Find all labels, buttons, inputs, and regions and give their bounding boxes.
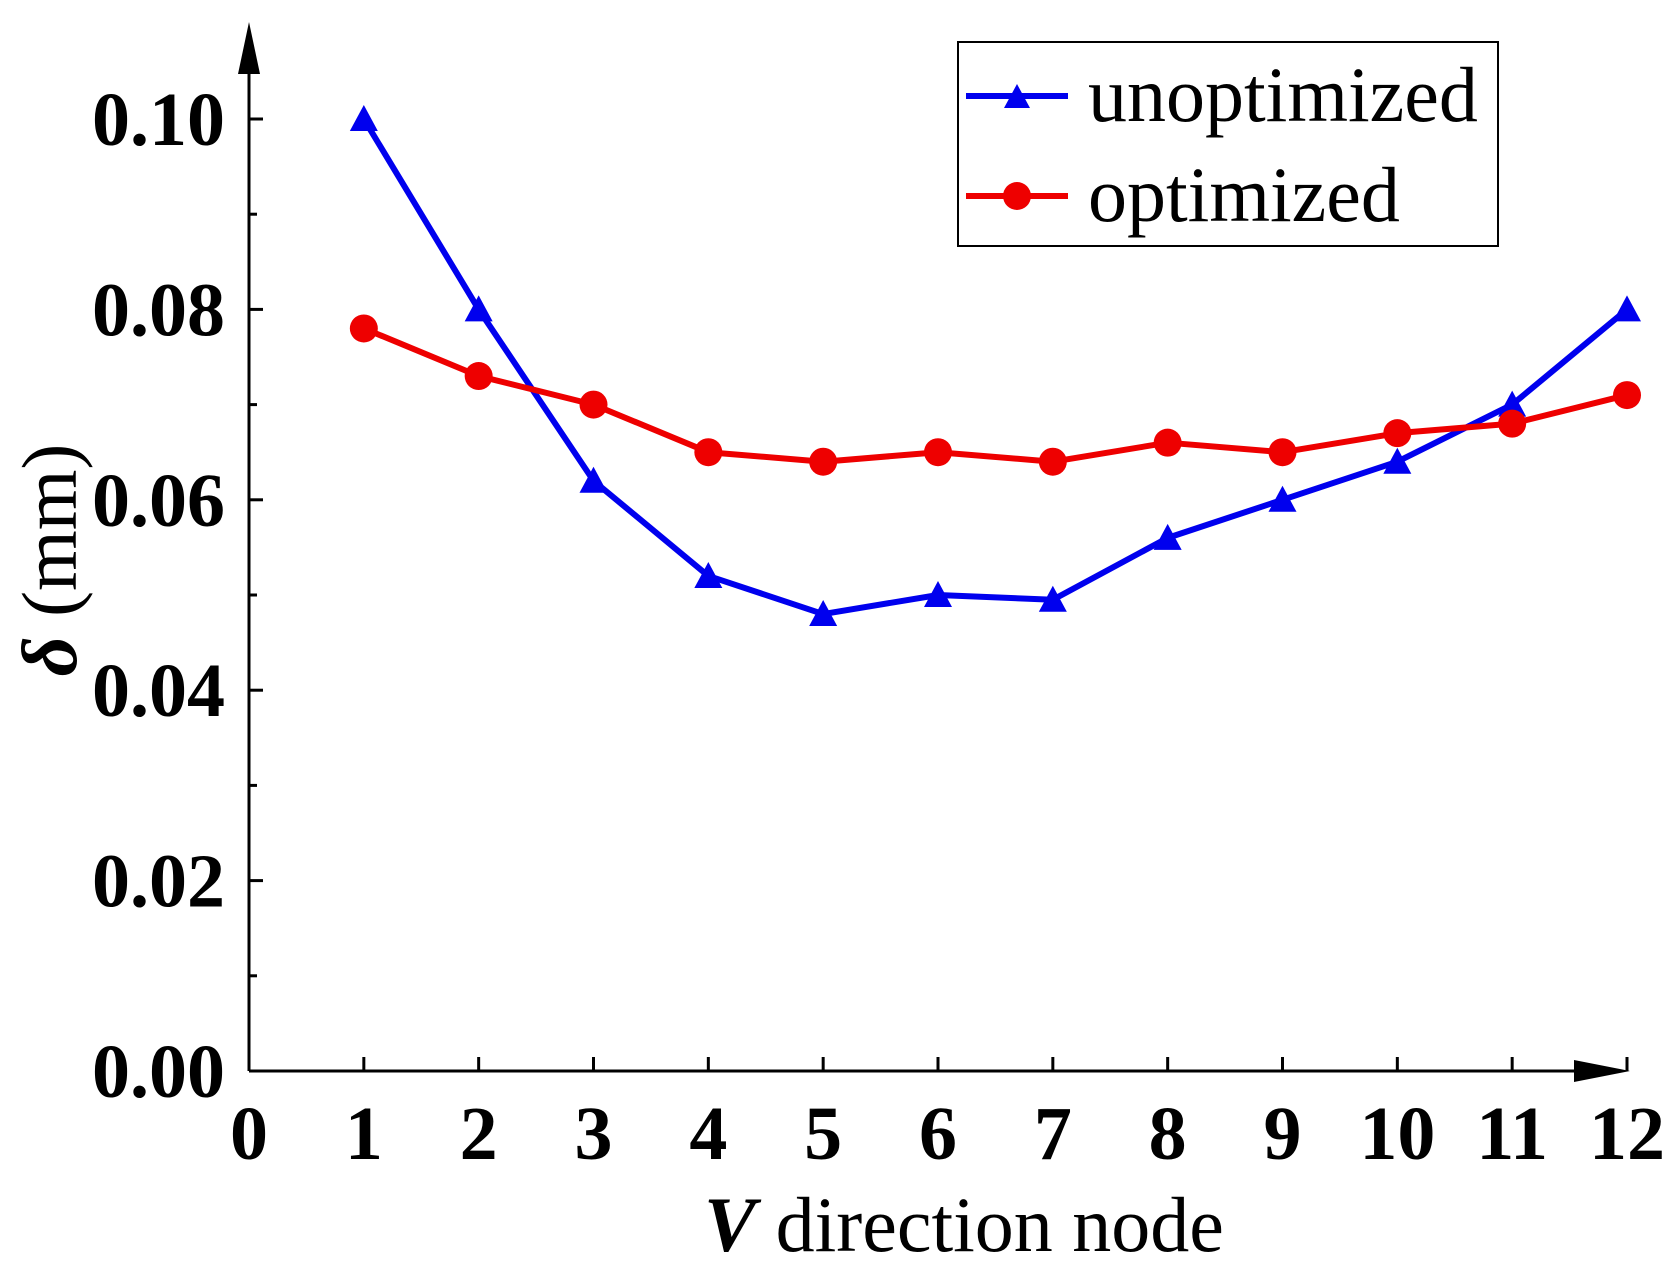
- y-tick-label: 0.08: [92, 268, 225, 352]
- x-tick-label: 0: [230, 1092, 268, 1176]
- data-point-triangle: [1038, 585, 1067, 612]
- legend-marker-circle: [1003, 182, 1031, 210]
- x-axis-title-symbol: V: [704, 1181, 762, 1268]
- series-unoptimized: [349, 105, 1641, 627]
- y-axis-title-symbol: δ: [6, 636, 93, 676]
- data-point-circle: [1383, 419, 1412, 448]
- series-optimized: [349, 314, 1641, 476]
- data-point-circle: [464, 362, 493, 391]
- data-point-triangle: [1498, 390, 1527, 417]
- x-ticks: 0 1 2 3 4 5 6 7 8 9 10 11 12: [230, 1057, 1665, 1176]
- legend-label-unoptimized: unoptimized: [1088, 51, 1478, 138]
- data-point-circle: [1268, 438, 1297, 467]
- x-tick-label: 5: [804, 1092, 842, 1176]
- x-tick-label: 9: [1264, 1092, 1302, 1176]
- x-tick-label: 8: [1149, 1092, 1187, 1176]
- data-point-circle: [579, 390, 608, 419]
- y-tick-label: 0.10: [92, 78, 225, 162]
- x-tick-label: 11: [1476, 1092, 1548, 1176]
- y-axis-title: δ (mm): [6, 444, 93, 677]
- data-point-triangle: [1613, 295, 1641, 322]
- data-series: [349, 105, 1641, 627]
- y-tick-label: 0.00: [92, 1030, 225, 1114]
- data-point-triangle: [809, 600, 838, 627]
- x-tick-label: 6: [919, 1092, 957, 1176]
- x-axis-title: V direction node: [704, 1181, 1224, 1268]
- x-axis-arrowhead: [1574, 1060, 1630, 1082]
- y-tick-label: 0.02: [92, 840, 225, 924]
- legend-label-optimized: optimized: [1088, 151, 1400, 238]
- legend: unoptimized optimized: [957, 41, 1499, 247]
- x-tick-label: 4: [689, 1092, 727, 1176]
- x-tick-label: 7: [1034, 1092, 1072, 1176]
- y-tick-label: 0.04: [92, 649, 225, 733]
- series-line-unoptimized: [361, 117, 1629, 618]
- data-point-triangle: [1268, 485, 1297, 512]
- legend-entry-optimized: optimized: [966, 151, 1400, 238]
- x-tick-label: 12: [1589, 1092, 1665, 1176]
- data-point-triangle: [349, 105, 378, 131]
- data-point-circle: [694, 438, 723, 467]
- data-point-circle: [349, 314, 378, 343]
- data-point-circle: [1613, 381, 1641, 410]
- y-tick-label: 0.06: [92, 459, 225, 543]
- y-axis-arrowhead: [238, 22, 260, 74]
- data-point-circle: [1153, 428, 1182, 457]
- data-point-circle: [809, 447, 838, 476]
- data-point-circle: [924, 438, 952, 467]
- data-point-triangle: [1153, 523, 1182, 550]
- x-tick-label: 2: [460, 1092, 498, 1176]
- data-point-triangle: [924, 581, 952, 607]
- legend-box: [957, 41, 1499, 247]
- x-tick-label: 1: [345, 1092, 383, 1176]
- legend-entry-unoptimized: unoptimized: [966, 51, 1478, 138]
- x-axis-title-text: direction node: [756, 1181, 1224, 1268]
- legend-marker-triangle: [1004, 84, 1030, 108]
- x-tick-label: 10: [1359, 1092, 1435, 1176]
- data-point-circle: [1498, 409, 1527, 438]
- y-ticks: 0.00 0.02 0.04 0.06 0.08 0.10: [92, 78, 263, 1114]
- data-point-circle: [1038, 447, 1067, 476]
- data-point-triangle: [694, 561, 723, 588]
- data-point-triangle: [464, 295, 493, 322]
- data-point-triangle: [1383, 447, 1412, 474]
- x-tick-label: 3: [575, 1092, 613, 1176]
- axes: [238, 22, 1630, 1082]
- data-point-triangle: [579, 466, 608, 493]
- y-axis-title-text: (mm): [6, 444, 93, 637]
- series-line-optimized: [362, 325, 1628, 465]
